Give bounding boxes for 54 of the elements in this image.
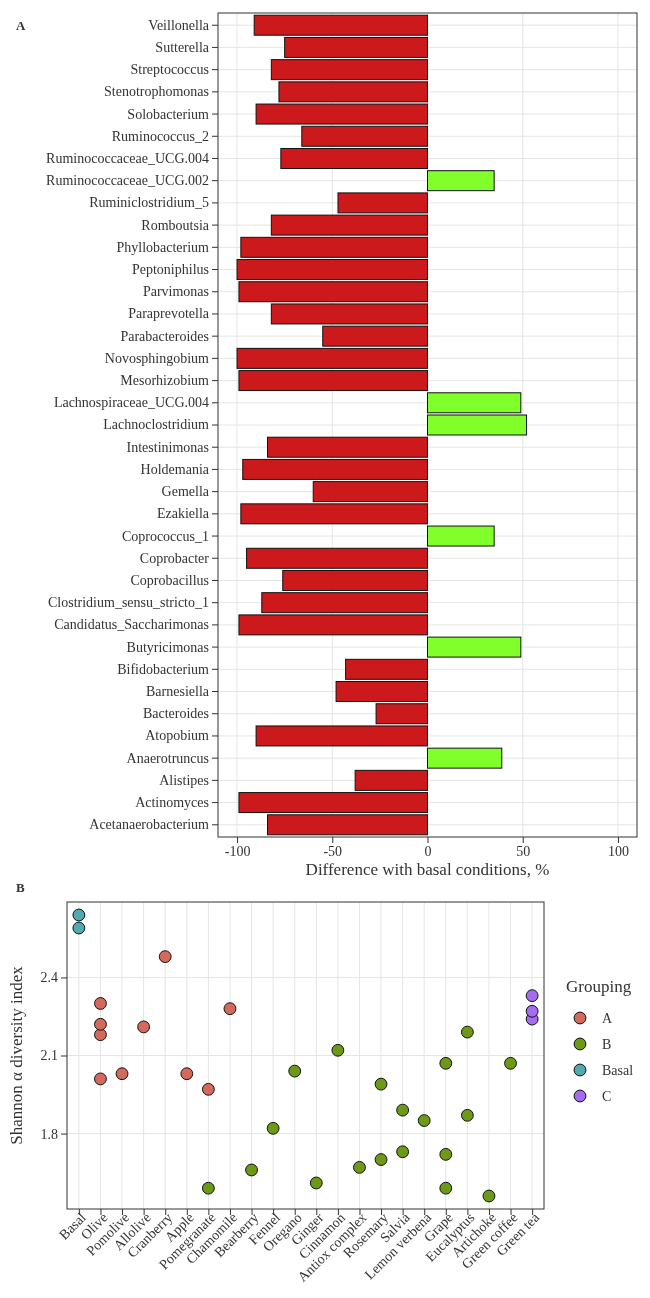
y-tick-label: Lachnospiraceae_UCG.004	[53, 395, 209, 411]
x-axis-title: Difference with basal conditions, %	[305, 860, 550, 879]
x-tick-label: 100	[607, 843, 629, 859]
y-tick-label: Solobacterium	[127, 106, 210, 122]
legend-label: Basal	[602, 1062, 634, 1078]
x-tick-label: -50	[323, 843, 343, 859]
legend-label: B	[602, 1036, 612, 1052]
y-tick-label: Ruminococcaceae_UCG.004	[46, 150, 209, 166]
y-tick-label: Sutterella	[155, 39, 210, 55]
legend-title: Grouping	[566, 977, 632, 996]
y-tick-label: Clostridium_sensu_stricto_1	[48, 595, 209, 611]
y-tick-label: 1.8	[40, 1126, 58, 1142]
legend-label: A	[602, 1010, 613, 1026]
legend-label: C	[602, 1088, 612, 1104]
x-tick-label: -100	[224, 843, 251, 859]
y-tick-label: Atopobium	[145, 728, 210, 744]
y-tick-label: Mesorhizobium	[120, 373, 210, 389]
y-tick-label: Coprococcus_1	[121, 528, 209, 544]
y-tick-label: Acetanaerobacterium	[89, 817, 210, 833]
x-tick-label: 0	[424, 843, 432, 859]
y-tick-label: Gemella	[161, 484, 210, 500]
y-tick-label: Intestinimonas	[126, 439, 209, 455]
y-tick-label: Parabacteroides	[120, 328, 209, 344]
y-tick-label: Novosphingobium	[104, 350, 210, 366]
y-tick-label: Holdemania	[140, 461, 210, 477]
text: A	[16, 18, 26, 33]
y-tick-label: Ezakiella	[156, 506, 210, 522]
y-tick-label: 2.1	[40, 1048, 58, 1064]
y-tick-label: Peptoniphilus	[131, 262, 209, 278]
y-tick-label: Streptococcus	[130, 62, 209, 78]
y-tick-label: Ruminiclostridium_5	[89, 195, 209, 211]
y-tick-label: Barnesiella	[146, 684, 210, 699]
y-tick-label: Bifidobacterium	[117, 661, 210, 677]
y-tick-label: Parvimonas	[142, 284, 209, 300]
y-tick-label: Paraprevotella	[128, 306, 210, 322]
y-tick-label: Bacteroides	[142, 706, 209, 722]
x-tick-label: 50	[516, 843, 531, 859]
y-tick-label: Coprobacter	[139, 550, 210, 566]
y-tick-label: Ruminococcaceae_UCG.002	[46, 173, 209, 189]
y-tick-label: Alistipes	[159, 772, 209, 788]
y-axis-title: Shannon α diversity index	[7, 965, 26, 1145]
y-tick-label: 2.4	[40, 970, 58, 986]
y-tick-label: Coprobacillus	[130, 572, 209, 588]
y-tick-label: Veillonella	[148, 17, 210, 33]
y-tick-label: Ruminococcus_2	[111, 128, 209, 144]
y-tick-label: Phyllobacterium	[116, 239, 210, 255]
text: B	[16, 880, 25, 895]
y-tick-label: Butyricimonas	[126, 639, 209, 655]
y-tick-label: Actinomyces	[135, 795, 209, 811]
y-tick-label: Romboutsia	[141, 217, 210, 233]
y-tick-label: Candidatus_Saccharimonas	[54, 617, 209, 633]
y-tick-label: Anaerotruncus	[126, 750, 209, 766]
y-tick-label: Lachnoclostridium	[103, 417, 210, 433]
y-tick-label: Stenotrophomonas	[104, 84, 209, 100]
